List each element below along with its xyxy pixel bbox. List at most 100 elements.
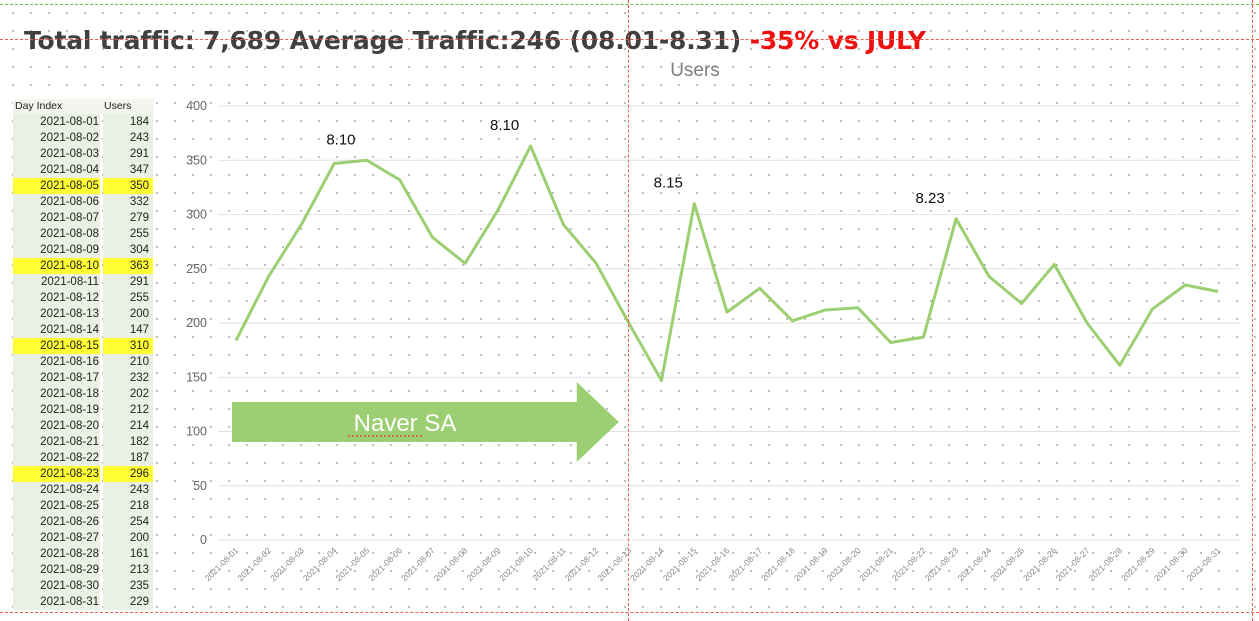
cell-date: 2021-08-18 (13, 386, 100, 402)
data-table: Day Index Users 2021-08-01 184 2021-08-02 2… (13, 99, 154, 610)
cell-users: 254 (103, 514, 153, 530)
cell-date: 2021-08-26 (13, 514, 100, 530)
table-row: 2021-08-28 161 (13, 546, 154, 562)
y-tick-label: 100 (186, 425, 207, 439)
y-tick-label: 0 (200, 533, 207, 547)
table-row: 2021-08-06 332 (13, 194, 154, 210)
cell-users: 161 (103, 546, 153, 562)
page-break-guide (0, 39, 1259, 40)
table-row: 2021-08-02 243 (13, 130, 154, 146)
cell-date: 2021-08-02 (13, 130, 100, 146)
y-tick-label: 350 (186, 153, 207, 167)
table-row: 2021-08-11 291 (13, 274, 154, 290)
table-row: 2021-08-25 218 (13, 498, 154, 514)
table-row: 2021-08-17 232 (13, 370, 154, 386)
cell-date: 2021-08-11 (13, 274, 100, 290)
x-tick-label: 2021-08-30 (1152, 545, 1190, 583)
x-tick-label: 2021-08-09 (464, 545, 502, 583)
table-row: 2021-08-16 210 (13, 354, 154, 370)
cell-date: 2021-08-05 (13, 178, 100, 194)
x-tick-label: 2021-08-24 (955, 545, 993, 583)
table-row: 2021-08-18 202 (13, 386, 154, 402)
cell-date: 2021-08-04 (13, 162, 100, 178)
cell-date: 2021-08-09 (13, 242, 100, 258)
title-main: Total traffic: 7,689 Average Traffic:246… (24, 26, 742, 55)
arrow-label: Naver SA (354, 410, 457, 437)
cell-date: 2021-08-16 (13, 354, 100, 370)
table-row: 2021-08-29 213 (13, 562, 154, 578)
cell-users: 213 (103, 562, 153, 578)
cell-date: 2021-08-01 (13, 114, 100, 130)
x-tick-label: 2021-08-21 (857, 545, 895, 583)
cell-users: 304 (103, 242, 153, 258)
table-row: 2021-08-26 254 (13, 514, 154, 530)
x-tick-label: 2021-08-28 (1086, 545, 1124, 583)
cell-date: 2021-08-30 (13, 578, 100, 594)
table-row: 2021-08-01 184 (13, 114, 154, 130)
y-tick-label: 300 (186, 208, 207, 222)
cell-users: 347 (103, 162, 153, 178)
cell-date: 2021-08-19 (13, 402, 100, 418)
y-tick-label: 200 (186, 316, 207, 330)
table-row: 2021-08-04 347 (13, 162, 154, 178)
x-tick-label: 2021-08-23 (923, 545, 961, 583)
table-body: 2021-08-01 184 2021-08-02 243 2021-08-03 291 2… (13, 114, 154, 610)
cell-users: 232 (103, 370, 153, 386)
x-tick-label: 2021-08-10 (497, 545, 535, 583)
table-row: 2021-08-21 182 (13, 434, 154, 450)
x-tick-label: 2021-08-12 (563, 545, 601, 583)
cell-users: 147 (103, 322, 153, 338)
x-tick-label: 2021-08-06 (366, 545, 404, 583)
x-tick-label: 2021-08-16 (694, 545, 732, 583)
table-row: 2021-08-19 212 (13, 402, 154, 418)
table-row: 2021-08-15 310 (13, 338, 154, 354)
cell-date: 2021-08-24 (13, 482, 100, 498)
cell-date: 2021-08-14 (13, 322, 100, 338)
cell-date: 2021-08-22 (13, 450, 100, 466)
point-annotation: 8.10 (490, 117, 519, 134)
series-line (234, 144, 1219, 382)
cell-date: 2021-08-17 (13, 370, 100, 386)
cell-users: 332 (103, 194, 153, 210)
cell-date: 2021-08-27 (13, 530, 100, 546)
cell-users: 291 (103, 146, 153, 162)
cell-date: 2021-08-29 (13, 562, 100, 578)
cell-date: 2021-08-03 (13, 146, 100, 162)
cell-users: 291 (103, 274, 153, 290)
x-tick-label: 2021-08-08 (432, 545, 470, 583)
x-tick-label: 2021-08-25 (988, 545, 1026, 583)
x-tick-label: 2021-08-29 (1119, 545, 1157, 583)
cell-date: 2021-08-12 (13, 290, 100, 306)
table-row: 2021-08-22 187 (13, 450, 154, 466)
x-tick-label: 2021-08-22 (890, 545, 928, 583)
column-header-users: Users (104, 100, 132, 112)
x-tick-label: 2021-08-04 (301, 545, 339, 583)
table-row: 2021-08-30 235 (13, 578, 154, 594)
cell-users: 363 (103, 258, 153, 274)
x-tick-label: 2021-08-19 (792, 545, 830, 583)
x-tick-label: 2021-08-05 (334, 545, 372, 583)
x-tick-label: 2021-08-27 (1054, 545, 1092, 583)
cell-date: 2021-08-06 (13, 194, 100, 210)
y-tick-label: 250 (186, 262, 207, 276)
table-row: 2021-08-07 279 (13, 210, 154, 226)
cell-users: 212 (103, 402, 153, 418)
chart-title: Users (670, 60, 720, 81)
page-break-guide (0, 612, 1259, 613)
x-tick-label: 2021-08-26 (1021, 545, 1059, 583)
cell-users: 255 (103, 226, 153, 242)
cell-users: 210 (103, 354, 153, 370)
cell-users: 184 (103, 114, 153, 130)
title-accent: -35% vs JULY (749, 26, 926, 55)
cell-date: 2021-08-21 (13, 434, 100, 450)
table-row: 2021-08-23 296 (13, 466, 154, 482)
cell-users: 229 (103, 594, 153, 610)
x-tick-label: 2021-08-20 (825, 545, 863, 583)
x-tick-label: 2021-08-07 (399, 545, 437, 583)
table-row: 2021-08-03 291 (13, 146, 154, 162)
table-row: 2021-08-12 255 (13, 290, 154, 306)
cell-users: 296 (103, 466, 153, 482)
cell-users: 218 (103, 498, 153, 514)
